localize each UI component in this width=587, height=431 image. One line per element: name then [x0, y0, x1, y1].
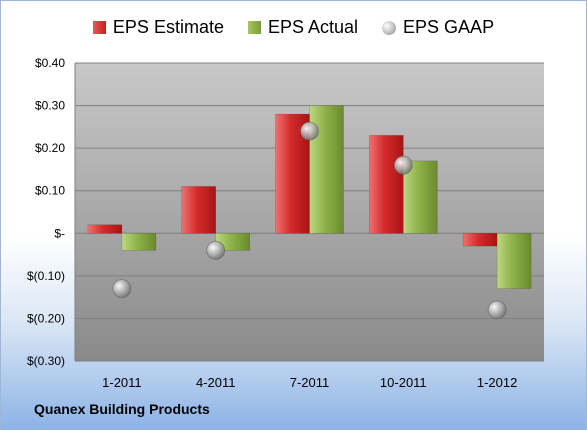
y-tick-label: $0.10 [35, 184, 65, 198]
marker-eps-gaap [300, 121, 319, 141]
y-tick-label: $(0.20) [27, 311, 65, 325]
x-tick-label: 1-2012 [477, 375, 517, 390]
bar-eps-estimate [462, 233, 498, 247]
legend-label-estimate: EPS Estimate [112, 17, 224, 37]
legend-item-actual: EPS Actual [247, 17, 359, 38]
legend-item-gaap: EPS GAAP [382, 17, 494, 38]
company-name: Quanex Building Products [34, 401, 210, 417]
y-tick-label: $- [54, 226, 65, 240]
x-tick-label: 4-2011 [196, 375, 236, 390]
bar-eps-estimate [87, 224, 123, 234]
legend-swatch-actual [247, 21, 261, 34]
marker-eps-gaap [206, 240, 226, 260]
marker-eps-gaap [112, 279, 132, 299]
bar-eps-estimate [369, 135, 404, 234]
y-tick-label: $0.30 [35, 99, 65, 113]
y-tick-label: $(0.10) [27, 269, 65, 283]
x-tick-label: 1-2011 [102, 375, 142, 390]
bar-eps-actual [496, 233, 532, 289]
marker-eps-gaap [393, 155, 413, 175]
y-tick-label: $(0.30) [27, 354, 65, 368]
legend: EPS Estimate EPS Actual EPS GAAP [1, 17, 586, 38]
legend-swatch-estimate [92, 21, 106, 34]
legend-swatch-gaap [382, 20, 397, 35]
legend-label-actual: EPS Actual [267, 17, 359, 37]
marker-eps-gaap [487, 300, 507, 320]
x-tick-label: 10-2011 [380, 375, 427, 390]
bar-eps-actual [121, 233, 157, 251]
bar-eps-estimate [181, 186, 216, 234]
bar-eps-actual [403, 160, 438, 234]
y-tick-label: $0.40 [35, 56, 65, 70]
x-tick-label: 7-2011 [290, 375, 330, 390]
y-tick-label: $0.20 [35, 141, 65, 155]
legend-label-gaap: EPS GAAP [403, 17, 495, 37]
legend-item-estimate: EPS Estimate [92, 17, 224, 38]
